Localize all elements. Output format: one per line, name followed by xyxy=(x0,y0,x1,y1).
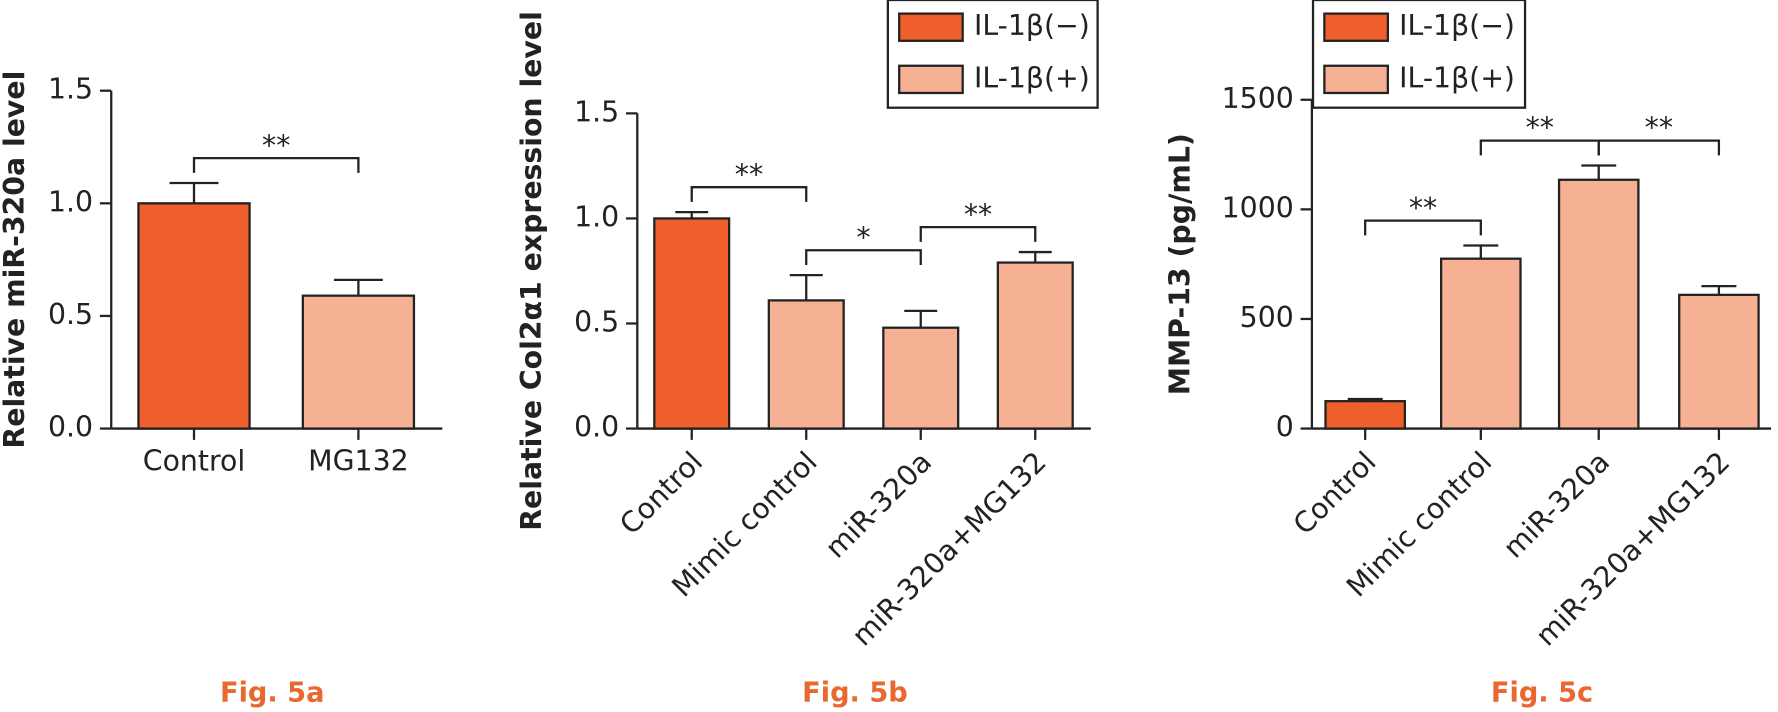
x-tick-label: Control xyxy=(613,445,709,541)
significance-label: * xyxy=(856,221,870,254)
significance-bracket xyxy=(1364,219,1482,236)
y-tick-label: 0.0 xyxy=(48,411,93,444)
y-tick-label: 0 xyxy=(1276,411,1294,444)
y-tick-label: 1.0 xyxy=(48,185,93,218)
x-tick-label: miR-320a+MG132 xyxy=(846,445,1053,652)
bar xyxy=(1557,178,1640,430)
legend-swatch xyxy=(898,64,964,95)
legend-label: IL-1β(+) xyxy=(1399,61,1515,94)
significance-bracket xyxy=(690,186,808,202)
error-bar xyxy=(789,274,823,301)
y-tick-label: 1.0 xyxy=(574,200,619,233)
x-tick-label: miR-320a xyxy=(819,445,938,564)
bar xyxy=(1678,293,1760,430)
legend-label: IL-1β(−) xyxy=(1399,9,1515,42)
legend-swatch xyxy=(1323,64,1389,95)
significance-bracket xyxy=(919,225,1037,242)
y-tick-label: 1.5 xyxy=(48,73,93,106)
significance-label: ** xyxy=(1526,111,1554,144)
bar xyxy=(767,299,845,430)
bar xyxy=(882,326,960,430)
y-tick-label: 0.0 xyxy=(574,411,619,444)
x-tick-label: Control xyxy=(1287,445,1383,541)
error-bar xyxy=(1463,244,1499,259)
y-tick-label: 1500 xyxy=(1222,82,1294,115)
bar xyxy=(996,261,1074,430)
y-axis-label: MMP-13 (pg/mL) xyxy=(1164,133,1197,395)
legend-label: IL-1β(+) xyxy=(974,61,1090,94)
x-tick-label: Control xyxy=(143,445,245,478)
y-tick-label: 1.5 xyxy=(574,95,619,128)
x-tick-label: MG132 xyxy=(308,445,408,478)
significance-bracket xyxy=(1597,139,1721,156)
bar xyxy=(137,202,251,430)
significance-label: ** xyxy=(1645,111,1673,144)
error-bar xyxy=(904,309,938,328)
y-tick-label: 0.5 xyxy=(574,305,619,338)
significance-bracket xyxy=(192,156,360,173)
figure-caption: Fig. 5c xyxy=(1491,677,1593,708)
significance-label: ** xyxy=(1409,191,1437,224)
x-tick-label: miR-320a xyxy=(1497,445,1616,564)
significance-bracket xyxy=(805,249,922,265)
y-tick-label: 500 xyxy=(1240,301,1294,334)
error-bar xyxy=(333,278,383,296)
y-tick-label: 1000 xyxy=(1222,191,1294,224)
significance-label: ** xyxy=(262,129,290,162)
bar xyxy=(301,294,416,430)
figure-caption: Fig. 5b xyxy=(802,677,908,708)
bar xyxy=(1324,400,1406,430)
legend-swatch xyxy=(898,12,964,42)
error-bar xyxy=(1581,164,1617,180)
error-bar xyxy=(1701,284,1737,295)
legend-label: IL-1β(−) xyxy=(974,9,1090,42)
bar xyxy=(1440,257,1522,430)
y-tick-label: 0.5 xyxy=(48,298,93,331)
figure-caption: Fig. 5a xyxy=(220,677,324,708)
error-bar xyxy=(1018,250,1052,263)
bar xyxy=(653,217,731,430)
significance-label: ** xyxy=(964,198,992,231)
y-axis-label: Relative miR-320a level xyxy=(0,71,31,449)
y-axis-label: Relative Col2α1 expression level xyxy=(515,11,548,531)
legend-swatch xyxy=(1323,12,1389,42)
significance-label: ** xyxy=(735,158,763,191)
error-bar xyxy=(169,181,219,204)
